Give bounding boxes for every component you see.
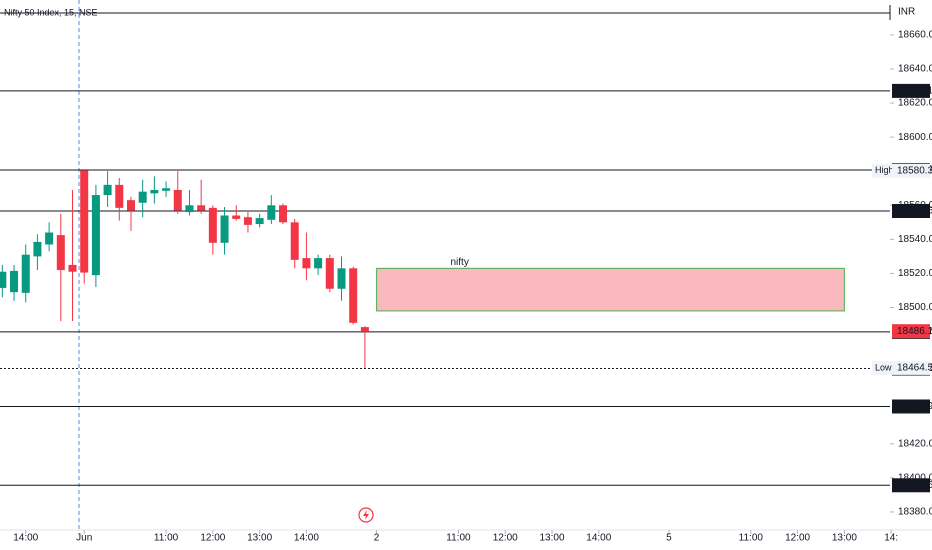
x-tick-label: 2 (374, 533, 380, 544)
candle-body (220, 215, 229, 243)
y-tick-label: 18520.00 (898, 268, 932, 279)
x-tick-label: 12:00 (200, 533, 225, 544)
x-tick-label: 12:00 (785, 533, 810, 544)
x-tick-label: 14: (884, 533, 898, 544)
low_marker-tag (872, 360, 892, 375)
level-label: 18556.65 (897, 206, 932, 217)
x-tick-label: 13:00 (247, 533, 272, 544)
candle-body (208, 207, 217, 243)
x-tick-label: 14:00 (294, 533, 319, 544)
x-tick-label: 11:00 (739, 533, 764, 544)
high_marker-box (892, 163, 930, 178)
y-tick-label: 18420.00 (898, 438, 932, 449)
candle-body (68, 264, 77, 272)
y-tick-label: 18640.00 (898, 64, 932, 75)
candle-body (150, 189, 159, 194)
high_marker-label: 18580.30 (897, 165, 932, 176)
current-price-box (892, 324, 930, 339)
level-box (892, 83, 930, 98)
x-tick-label: Jun (76, 533, 92, 544)
candle-body (255, 218, 264, 225)
candle-body (0, 271, 7, 288)
candle-body (33, 241, 42, 257)
x-tick-label: 12:00 (493, 533, 518, 544)
y-tick-label: 18600.00 (898, 132, 932, 143)
zone-box (376, 267, 845, 312)
candle-body (138, 191, 147, 203)
current-price-label: 18486.10 (897, 326, 932, 337)
x-tick-label: 13:00 (832, 533, 857, 544)
candle-body (232, 215, 241, 219)
candle-body (115, 184, 124, 208)
level-label: 18627.15 (897, 86, 932, 97)
candle-body (56, 235, 65, 271)
candle-body (302, 258, 311, 269)
low_marker-name: Low (875, 362, 892, 372)
candle-body (279, 205, 288, 223)
low_marker-label: 18464.55 (897, 363, 932, 374)
candle-body (337, 268, 346, 289)
candle-body (349, 268, 358, 323)
low_marker-box (892, 360, 930, 375)
x-tick-label: 14:00 (13, 533, 38, 544)
candle-body (243, 217, 252, 225)
chart-title: Nifty 50 Index, 15, NSE (4, 7, 98, 17)
level-label: 18395.65 (897, 480, 932, 491)
candle-body (360, 327, 369, 332)
y-tick-label: 18400.00 (898, 473, 932, 484)
level-box (892, 478, 930, 493)
x-tick-label: 11:00 (154, 533, 179, 544)
alert-icon (358, 507, 374, 523)
y-tick-label: 18540.00 (898, 234, 932, 245)
candle-body (290, 222, 299, 260)
high_marker-name: High (875, 165, 894, 175)
x-tick-label: 14:00 (586, 533, 611, 544)
candle-body (162, 188, 171, 191)
candle-body (10, 270, 19, 293)
high_marker-tag (872, 163, 892, 178)
x-tick-label: 5 (666, 533, 672, 544)
x-tick-label: 13:00 (539, 533, 564, 544)
y-tick-label: 18660.00 (898, 30, 932, 41)
candle-body (21, 254, 30, 293)
candle-body (45, 232, 54, 245)
candle-body (314, 258, 323, 269)
candle-body (197, 205, 206, 211)
currency: INR (898, 7, 915, 18)
candle-body (267, 205, 276, 220)
x-tick-label: 11:00 (446, 533, 471, 544)
y-tick-label: 18620.00 (898, 98, 932, 109)
candle-body (173, 189, 182, 211)
level-label: 18441.90 (897, 401, 932, 412)
candle-body (80, 170, 89, 273)
level-box (892, 399, 930, 414)
candle-body (325, 258, 334, 289)
y-tick-label: 18500.00 (898, 302, 932, 313)
candle-body (185, 205, 194, 213)
candle-body (91, 195, 100, 276)
level-box (892, 203, 930, 218)
candle-body (103, 184, 112, 196)
candle-body (126, 200, 135, 211)
y-tick-label: 18380.00 (898, 507, 932, 518)
zone-label: nifty (450, 257, 468, 268)
